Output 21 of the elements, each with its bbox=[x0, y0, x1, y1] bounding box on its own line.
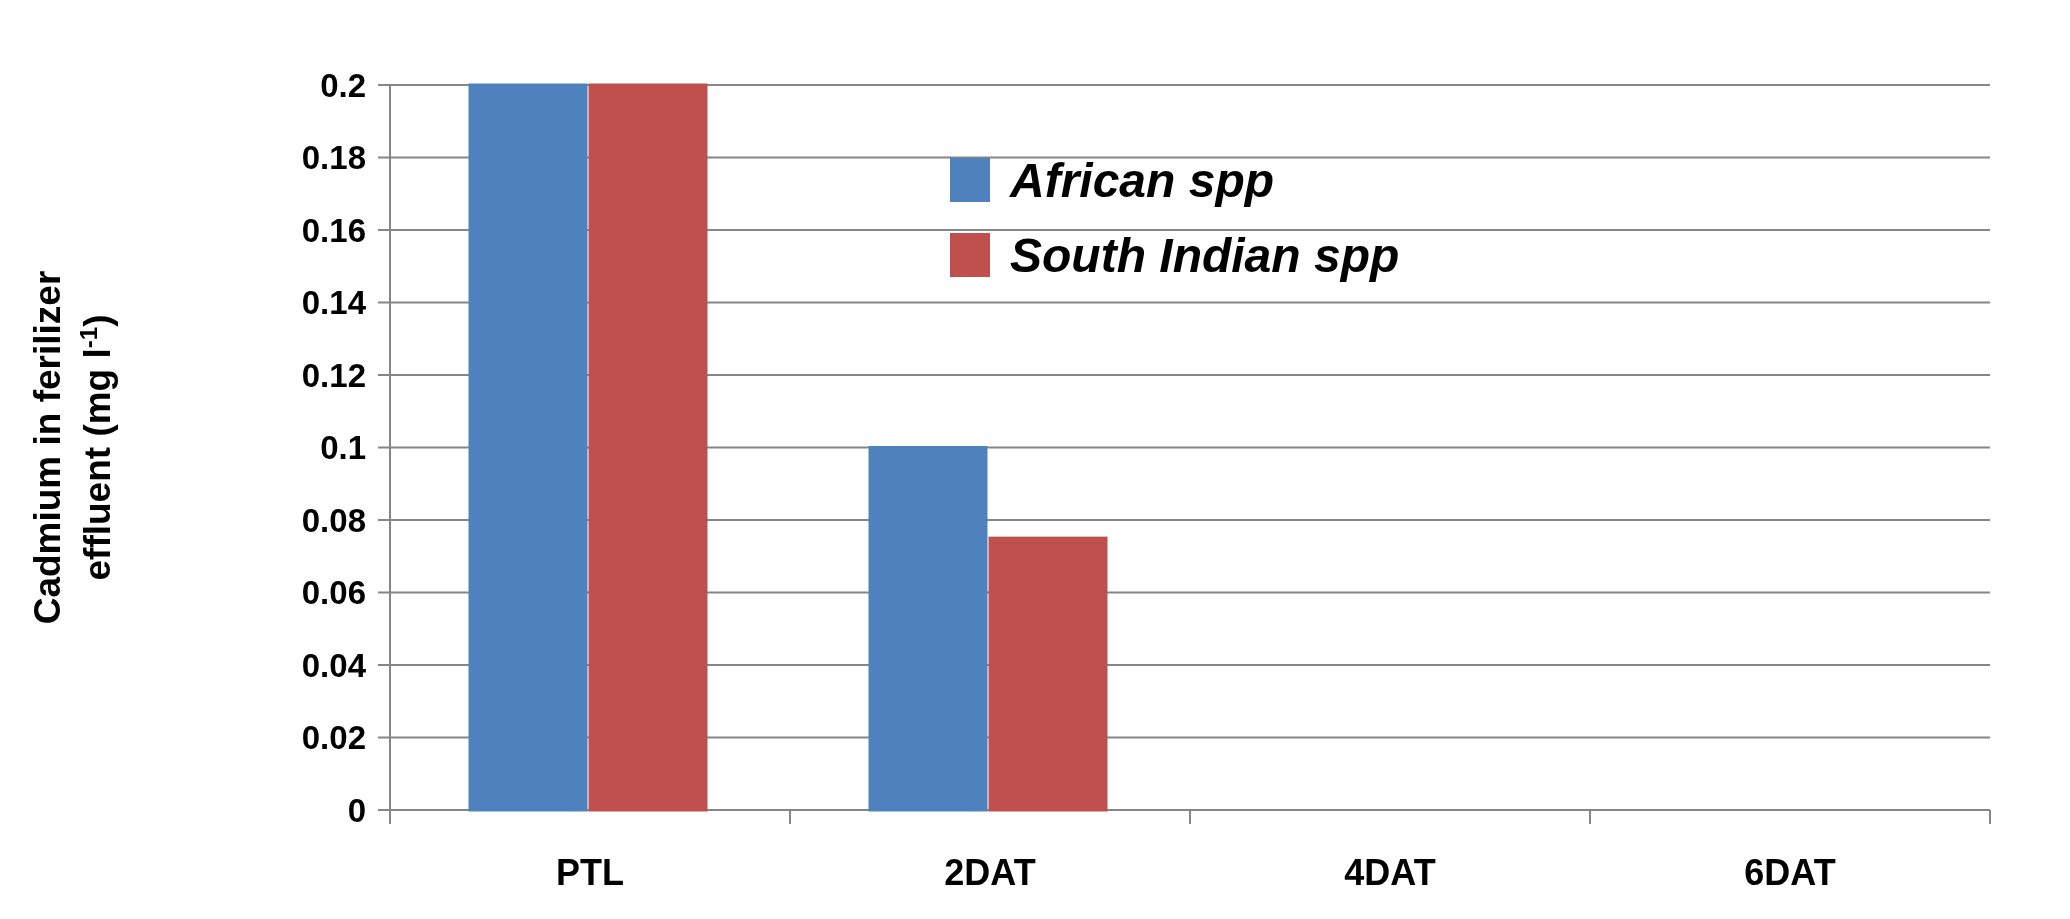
x-tick-label: 6DAT bbox=[1744, 852, 1836, 893]
bar bbox=[468, 83, 588, 812]
y-tick-label: 0.18 bbox=[301, 139, 366, 177]
x-tick-label: 2DAT bbox=[944, 852, 1036, 893]
y-tick-label: 0.2 bbox=[320, 66, 366, 104]
y-tick-label: 0.06 bbox=[301, 574, 366, 612]
y-tick-label: 0.14 bbox=[301, 284, 367, 322]
y-tick-label: 0.1 bbox=[320, 429, 366, 467]
y-tick-label: 0.16 bbox=[301, 211, 366, 249]
y-tick-label: 0.02 bbox=[301, 719, 366, 757]
y-tick-label: 0.04 bbox=[301, 646, 367, 684]
x-tick-label: PTL bbox=[556, 852, 624, 893]
y-tick-label: 0 bbox=[347, 791, 366, 829]
x-tick-label: 4DAT bbox=[1344, 852, 1436, 893]
bar bbox=[988, 536, 1108, 812]
legend-label: South Indian spp bbox=[1010, 228, 1400, 282]
y-tick-label: 0.12 bbox=[301, 356, 366, 394]
bar bbox=[868, 446, 988, 812]
bar bbox=[588, 83, 708, 812]
legend-label: African spp bbox=[1009, 153, 1275, 207]
y-tick-label: 0.08 bbox=[301, 501, 366, 539]
